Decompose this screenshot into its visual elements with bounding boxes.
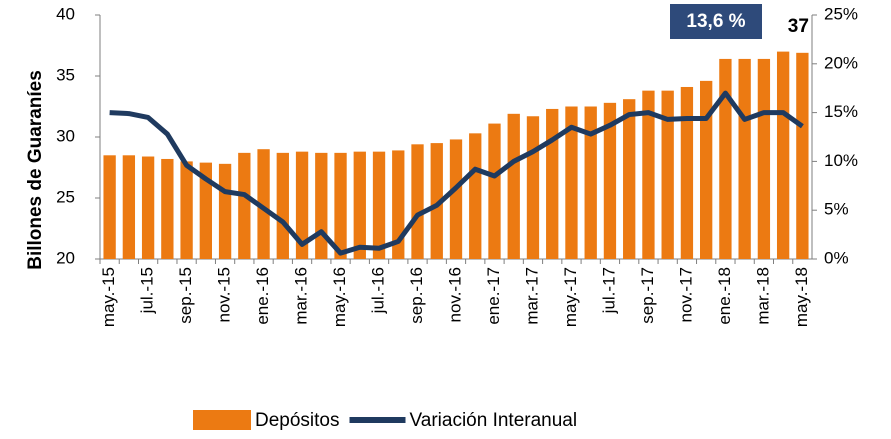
y2-tick-label: 5% xyxy=(824,200,849,219)
bar xyxy=(142,157,154,259)
legend-label: Depósitos xyxy=(255,410,340,431)
bar xyxy=(180,161,192,259)
bar xyxy=(700,81,712,259)
x-tick-label: may.-18 xyxy=(792,267,811,327)
y-tick-label: 25 xyxy=(56,187,75,206)
x-tick-label: ene.-16 xyxy=(253,267,272,325)
y-tick-label: 20 xyxy=(56,248,75,267)
bar xyxy=(546,109,558,259)
x-tick-label: nov.-17 xyxy=(676,267,695,322)
bar xyxy=(719,59,731,259)
y2-tick-label: 0% xyxy=(824,248,849,267)
x-tick-label: mar.-18 xyxy=(753,267,772,325)
legend-label: Variación Interanual xyxy=(410,410,578,431)
x-tick-label: mar.-17 xyxy=(522,267,541,325)
y-tick-label: 40 xyxy=(56,4,75,23)
bar xyxy=(777,52,789,259)
x-tick-label: nov.-16 xyxy=(445,267,464,322)
bar xyxy=(123,155,135,259)
bar xyxy=(411,144,423,259)
line-value-label: 13,6 % xyxy=(686,11,745,32)
x-tick-label: mar.-16 xyxy=(292,267,311,325)
bar xyxy=(373,152,385,259)
bar xyxy=(623,99,635,259)
bar xyxy=(219,164,231,259)
bar xyxy=(488,124,500,259)
y2-tick-label: 20% xyxy=(824,53,858,72)
x-tick-label: jul.-16 xyxy=(369,267,388,314)
bar xyxy=(796,53,808,259)
bar xyxy=(527,116,539,259)
bar xyxy=(103,155,115,259)
bar xyxy=(354,152,366,259)
y-tick-label: 35 xyxy=(56,65,75,84)
bar-value-label: 37 xyxy=(788,16,809,37)
bar xyxy=(469,133,481,259)
bar xyxy=(277,153,289,259)
y2-tick-label: 10% xyxy=(824,151,858,170)
y2-tick-label: 15% xyxy=(824,102,858,121)
x-tick-label: nov.-15 xyxy=(215,267,234,322)
y-tick-label: 30 xyxy=(56,126,75,145)
x-tick-label: may.-17 xyxy=(561,267,580,327)
bar xyxy=(738,59,750,259)
bar xyxy=(450,139,462,259)
x-tick-label: sep.-15 xyxy=(176,267,195,324)
x-tick-label: sep.-16 xyxy=(407,267,426,324)
x-tick-label: jul.-15 xyxy=(138,267,157,314)
bar xyxy=(681,87,693,259)
x-tick-label: sep.-17 xyxy=(638,267,657,324)
bar xyxy=(758,59,770,259)
x-tick-label: may.-16 xyxy=(330,267,349,327)
y2-tick-label: 25% xyxy=(824,4,858,23)
x-tick-label: ene.-17 xyxy=(484,267,503,325)
chart: Billones de Guaraníes 20 25 30 35 40 0% 5% 10% 1… xyxy=(0,0,891,439)
x-tick-label: may.-15 xyxy=(99,267,118,327)
bar xyxy=(238,153,250,259)
bar xyxy=(161,159,173,259)
bar xyxy=(508,114,520,259)
y-axis-title: Billones de Guaraníes xyxy=(25,70,46,270)
legend-swatch xyxy=(193,410,251,430)
x-tick-label: jul.-17 xyxy=(599,267,618,314)
bar xyxy=(315,153,327,259)
bar xyxy=(334,153,346,259)
x-tick-label: ene.-18 xyxy=(715,267,734,325)
